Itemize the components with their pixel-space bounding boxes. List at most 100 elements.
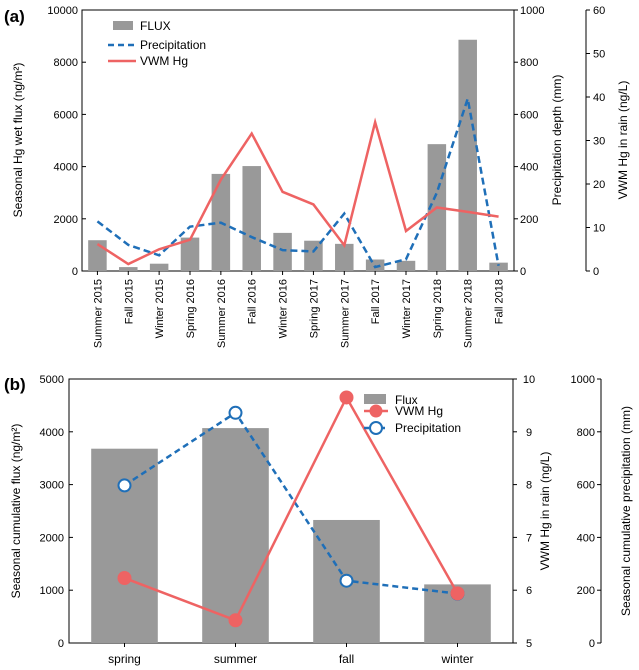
legend-label-flux: FLUX	[140, 19, 171, 33]
legend-label-vwm: VWM Hg	[140, 54, 188, 68]
vwm-hg-point-0	[117, 571, 132, 586]
panel-a-right2-axis-label: VWM Hg in rain (ng/L)	[616, 81, 630, 200]
legend-swatch-flux-b	[364, 394, 386, 404]
vwm-hg-point-1	[228, 613, 243, 628]
panel-b-right1-axis-label: VWM Hg in rain (ng/L)	[538, 452, 552, 571]
panel-b-plot-frame	[68, 378, 514, 644]
legend-label-precip-b: Precipitation	[395, 421, 461, 435]
right2-tick-label: 50	[593, 49, 605, 61]
flux-bar-7	[304, 240, 323, 271]
legend-label-precipitation: Precipitation	[140, 38, 206, 52]
legend-swatch-vwm-b-marker	[369, 404, 383, 418]
panel-a-plot-frame	[81, 9, 515, 272]
left-tick-label: 10000	[47, 5, 78, 17]
right1-tick-label: 0	[520, 266, 526, 278]
x-tick-label: fall	[339, 652, 354, 666]
left-tick-label: 0	[72, 266, 78, 278]
panel-a-left-axis-label: Seasonal Hg wet flux (ng/m²)	[11, 63, 25, 218]
right1-tick-label: 200	[520, 214, 538, 226]
right2-tick-label: 20	[593, 179, 605, 191]
legend-label-flux-b: Flux	[395, 393, 418, 407]
flux-bar-0	[91, 448, 158, 643]
flux-bar-1	[202, 428, 269, 643]
flux-bar-12	[458, 39, 477, 272]
x-tick-label: Summer 2015	[92, 279, 104, 348]
left-tick-label: 2000	[40, 532, 64, 544]
left-tick-label: 4000	[54, 162, 78, 174]
right2-tick-label: 600	[577, 480, 595, 492]
right2-tick-label: 60	[593, 5, 605, 17]
flux-bar-5	[242, 166, 261, 271]
precipitation-line	[96, 98, 500, 269]
vwm-hg-line	[96, 117, 499, 266]
left-tick-label: 5000	[40, 374, 64, 386]
left-tick-label: 6000	[54, 109, 78, 121]
panel-a-right1-axis-label: Precipitation depth (mm)	[550, 75, 564, 206]
right2-tick-label: 400	[577, 532, 595, 544]
right1-tick-label: 10	[523, 374, 535, 386]
left-tick-label: 8000	[54, 57, 78, 69]
x-tick-label: winter	[440, 652, 473, 666]
x-tick-label: Fall 2016	[247, 279, 259, 324]
panel-b-legend: Flux VWM Hg Precipitation	[364, 393, 461, 435]
flux-bar-1	[119, 267, 138, 271]
x-tick-label: Spring 2018	[432, 279, 444, 338]
right1-tick-label: 400	[520, 162, 538, 174]
left-tick-label: 0	[58, 638, 64, 650]
right1-tick-label: 8	[526, 480, 532, 492]
right2-tick-label: 0	[593, 266, 599, 278]
x-tick-label: Fall 2018	[494, 279, 506, 324]
panel-b-right2-axis-label: Seasonal cumulative precipitation (mm)	[619, 406, 633, 616]
flux-bar-13	[489, 262, 508, 271]
x-tick-label: summer	[214, 652, 257, 666]
legend-label-vwm-b: VWM Hg	[395, 404, 443, 418]
right1-tick-label: 1000	[520, 5, 544, 17]
panel-b-left-axis-label: Seasonal cumulative flux (ng/m²)	[9, 424, 23, 599]
right2-tick-label: 1000	[571, 374, 595, 386]
legend-swatch-flux	[113, 21, 133, 30]
right1-tick-label: 6	[526, 585, 532, 597]
flux-bar-2	[149, 263, 169, 271]
right1-tick-label: 800	[520, 57, 538, 69]
precipitation-line	[123, 411, 458, 595]
right1-tick-label: 9	[526, 427, 532, 439]
right1-tick-label: 5	[526, 638, 532, 650]
precipitation-point-2	[339, 573, 354, 588]
panel-a: (a) 020004000600080001000002004006008001…	[4, 5, 630, 348]
right2-tick-label: 30	[593, 136, 605, 148]
right2-tick-label: 200	[577, 585, 595, 597]
x-tick-label: Winter 2016	[278, 279, 290, 338]
flux-bar-10	[396, 260, 416, 271]
x-tick-label: Summer 2016	[216, 279, 228, 348]
x-tick-label: Fall 2015	[123, 279, 135, 324]
x-tick-label: Winter 2017	[401, 279, 413, 338]
right1-tick-label: 7	[526, 532, 532, 544]
panel-a-legend: FLUX Precipitation VWM Hg	[108, 19, 206, 68]
right1-tick-label: 600	[520, 109, 538, 121]
flux-bar-6	[273, 232, 292, 271]
panel-a-label: (a)	[4, 7, 25, 26]
x-tick-label: spring	[108, 652, 141, 666]
x-tick-label: Fall 2017	[370, 279, 382, 324]
panel-b-label: (b)	[4, 375, 26, 394]
precipitation-point-0	[117, 478, 132, 493]
x-tick-label: Winter 2015	[154, 279, 166, 338]
x-tick-label: Spring 2017	[308, 279, 320, 338]
vwm-hg-point-2	[339, 390, 354, 405]
left-tick-label: 1000	[40, 585, 64, 597]
right2-tick-label: 40	[593, 92, 605, 104]
legend-swatch-precip-b-marker	[369, 421, 383, 435]
x-tick-label: Summer 2017	[339, 279, 351, 348]
flux-bar-8	[335, 243, 354, 271]
vwm-hg-point-3	[450, 586, 465, 601]
vwm-hg-line	[124, 394, 459, 622]
left-tick-label: 4000	[40, 427, 64, 439]
flux-bar-3	[180, 237, 200, 271]
left-tick-label: 2000	[54, 214, 78, 226]
left-tick-label: 3000	[40, 480, 64, 492]
precipitation-point-1	[228, 405, 243, 420]
right2-tick-label: 800	[577, 427, 595, 439]
panel-b: (b) 0 1000 2000 3000 4000 5000 5 6 7 8 9 10 0 200 400 6…	[4, 374, 633, 666]
right2-tick-label: 0	[589, 638, 595, 650]
